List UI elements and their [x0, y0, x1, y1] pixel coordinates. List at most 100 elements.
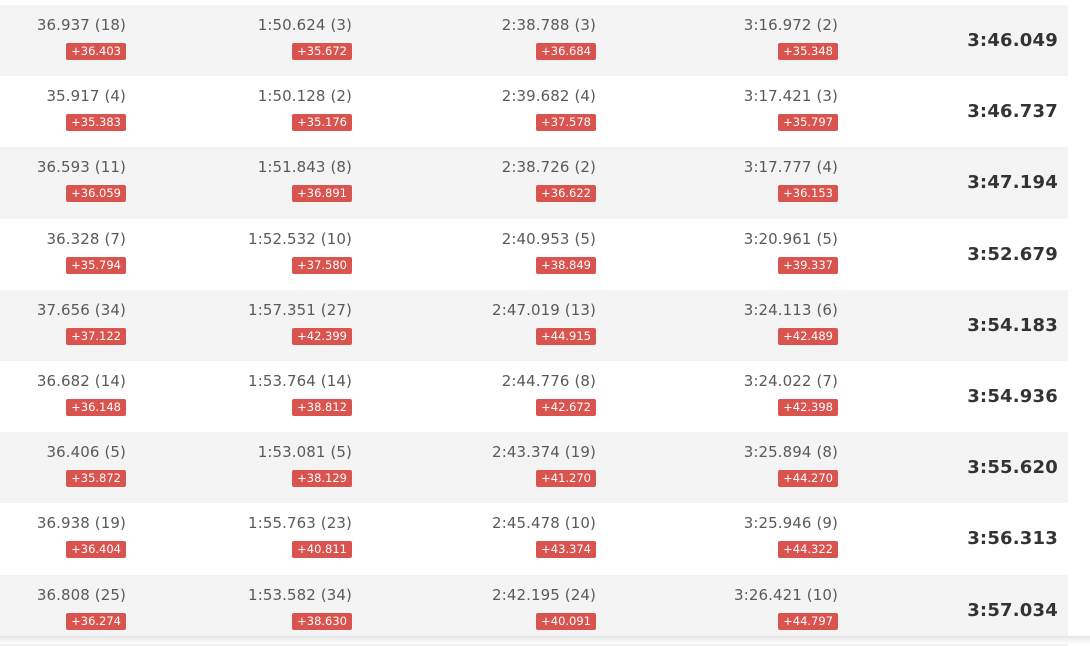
- split-cell-2: 1:52.532 (10) +37.580: [0, 219, 352, 290]
- total-time: 3:55.620: [967, 457, 1058, 479]
- split-cell-3: 2:44.776 (8) +42.672: [0, 361, 596, 432]
- table-row[interactable]: 36.937 (18) +36.403 1:50.624 (3) +35.672 2:3…: [0, 5, 1068, 77]
- split-cell-1: 36.328 (7) +35.794: [0, 219, 126, 290]
- split-time: 1:53.081 (5): [257, 443, 352, 462]
- split-cell-2: 1:53.764 (14) +38.812: [0, 361, 352, 432]
- gap-badge: +38.630: [292, 612, 352, 630]
- split-time: 1:51.843 (8): [257, 158, 352, 177]
- bottom-shadow: [0, 636, 1090, 644]
- gap-badge: +44.322: [778, 541, 838, 559]
- split-cell-4: 3:24.022 (7) +42.398: [0, 361, 838, 432]
- gap-badge: +35.672: [292, 43, 352, 60]
- split-cell-4: 3:24.113 (6) +42.489: [0, 290, 838, 361]
- split-cell-1: 36.593 (11) +36.059: [0, 147, 126, 218]
- split-time: 3:24.022 (7): [743, 371, 838, 390]
- gap-badge: +43.374: [536, 541, 596, 559]
- split-cell-2: 1:53.081 (5) +38.129: [0, 432, 352, 503]
- split-cell-2: 1:51.843 (8) +36.891: [0, 147, 352, 218]
- gap-badge: +42.398: [778, 398, 838, 416]
- table-row[interactable]: 36.593 (11) +36.059 1:51.843 (8) +36.891 2:3…: [0, 147, 1068, 219]
- split-cell-1: 37.656 (34) +37.122: [0, 290, 126, 361]
- split-cell-1: 35.917 (4) +35.383: [0, 76, 126, 147]
- table-row[interactable]: 36.938 (19) +36.404 1:55.763 (23) +40.811 2:…: [0, 503, 1068, 574]
- split-cell-2: 1:53.582 (34) +38.630: [0, 575, 352, 646]
- gap-badge: +35.797: [778, 114, 838, 132]
- split-time: 1:57.351 (27): [248, 300, 352, 319]
- gap-badge: +35.176: [292, 114, 352, 132]
- split-time: 1:52.532 (10): [248, 229, 352, 248]
- table-row[interactable]: 37.656 (34) +37.122 1:57.351 (27) +42.399 2:…: [0, 289, 1068, 361]
- split-cell-1: 36.406 (5) +35.872: [0, 432, 126, 503]
- split-time: 2:44.776 (8): [501, 371, 596, 390]
- gap-badge: +36.274: [66, 612, 126, 630]
- split-cell-2: 1:57.351 (27) +42.399: [0, 290, 352, 361]
- total-time: 3:57.034: [967, 599, 1058, 621]
- gap-badge: +36.891: [292, 185, 352, 203]
- table-row[interactable]: 35.917 (4) +35.383 1:50.128 (2) +35.176 2:39…: [0, 76, 1068, 147]
- total-time: 3:56.313: [967, 528, 1058, 550]
- split-cell-3: 2:42.195 (24) +40.091: [0, 575, 596, 646]
- table-row[interactable]: 36.406 (5) +35.872 1:53.081 (5) +38.129 2:43…: [0, 432, 1068, 504]
- split-cell-1: 36.938 (19) +36.404: [0, 503, 126, 574]
- split-time: 2:40.953 (5): [501, 229, 596, 248]
- split-time: 3:26.421 (10): [734, 585, 838, 604]
- gap-badge: +40.811: [292, 541, 352, 559]
- split-time: 3:24.113 (6): [743, 300, 838, 319]
- split-cell-4: 3:26.421 (10) +44.797: [0, 575, 838, 646]
- total-time: 3:46.049: [967, 30, 1058, 51]
- total-time: 3:54.183: [967, 314, 1058, 336]
- split-cell-4: 3:17.777 (4) +36.153: [0, 147, 838, 218]
- gap-badge: +38.849: [536, 256, 596, 274]
- gap-badge: +40.091: [536, 612, 596, 630]
- gap-badge: +35.794: [66, 256, 126, 274]
- split-cell-3: 2:45.478 (10) +43.374: [0, 503, 596, 574]
- total-time: 3:46.737: [967, 101, 1058, 123]
- table-row[interactable]: 36.682 (14) +36.148 1:53.764 (14) +38.812 2:…: [0, 361, 1068, 432]
- total-time: 3:52.679: [967, 243, 1058, 265]
- split-time: 2:45.478 (10): [492, 514, 596, 533]
- split-time: 36.406 (5): [46, 443, 126, 462]
- split-cell-3: 2:40.953 (5) +38.849: [0, 219, 596, 290]
- split-time: 36.593 (11): [36, 158, 126, 177]
- split-time: 36.938 (19): [36, 514, 126, 533]
- table-row[interactable]: 36.328 (7) +35.794 1:52.532 (10) +37.580 2:4…: [0, 219, 1068, 290]
- split-time: 2:47.019 (13): [492, 300, 596, 319]
- split-time: 36.328 (7): [46, 229, 126, 248]
- gap-badge: +42.672: [536, 398, 596, 416]
- table-row[interactable]: 36.808 (25) +36.274 1:53.582 (34) +38.630 2:…: [0, 574, 1068, 646]
- gap-badge: +44.270: [778, 470, 838, 488]
- gap-badge: +36.403: [66, 43, 126, 60]
- split-time: 1:55.763 (23): [248, 514, 352, 533]
- split-cell-2: 1:55.763 (23) +40.811: [0, 503, 352, 574]
- gap-badge: +38.129: [292, 470, 352, 488]
- gap-badge: +39.337: [778, 256, 838, 274]
- split-time: 36.682 (14): [36, 371, 126, 390]
- split-time: 1:53.582 (34): [248, 585, 352, 604]
- gap-badge: +44.797: [778, 612, 838, 630]
- split-time: 1:50.624 (3): [257, 16, 352, 34]
- gap-badge: +41.270: [536, 470, 596, 488]
- total-time: 3:47.194: [967, 172, 1058, 194]
- split-cell-3: 2:39.682 (4) +37.578: [0, 76, 596, 147]
- split-cell-3: 2:38.788 (3) +36.684: [0, 5, 596, 76]
- split-time: 37.656 (34): [36, 300, 126, 319]
- split-cell-2: 1:50.128 (2) +35.176: [0, 76, 352, 147]
- gap-badge: +42.399: [292, 327, 352, 345]
- gap-badge: +37.580: [292, 256, 352, 274]
- gap-badge: +36.153: [778, 185, 838, 203]
- split-cell-4: 3:16.972 (2) +35.348: [0, 5, 838, 76]
- gap-badge: +36.404: [66, 541, 126, 559]
- split-cell-4: 3:17.421 (3) +35.797: [0, 76, 838, 147]
- gap-badge: +37.122: [66, 327, 126, 345]
- gap-badge: +44.915: [536, 327, 596, 345]
- split-cell-4: 3:25.946 (9) +44.322: [0, 503, 838, 574]
- split-time: 2:39.682 (4): [501, 87, 596, 106]
- split-cell-3: 2:43.374 (19) +41.270: [0, 432, 596, 503]
- total-time: 3:54.936: [967, 385, 1058, 407]
- split-time: 2:38.726 (2): [501, 158, 596, 177]
- gap-badge: +35.383: [66, 114, 126, 132]
- gap-badge: +37.578: [536, 114, 596, 132]
- split-time: 1:50.128 (2): [257, 87, 352, 106]
- split-time: 3:25.946 (9): [743, 514, 838, 533]
- split-time: 35.917 (4): [46, 87, 126, 106]
